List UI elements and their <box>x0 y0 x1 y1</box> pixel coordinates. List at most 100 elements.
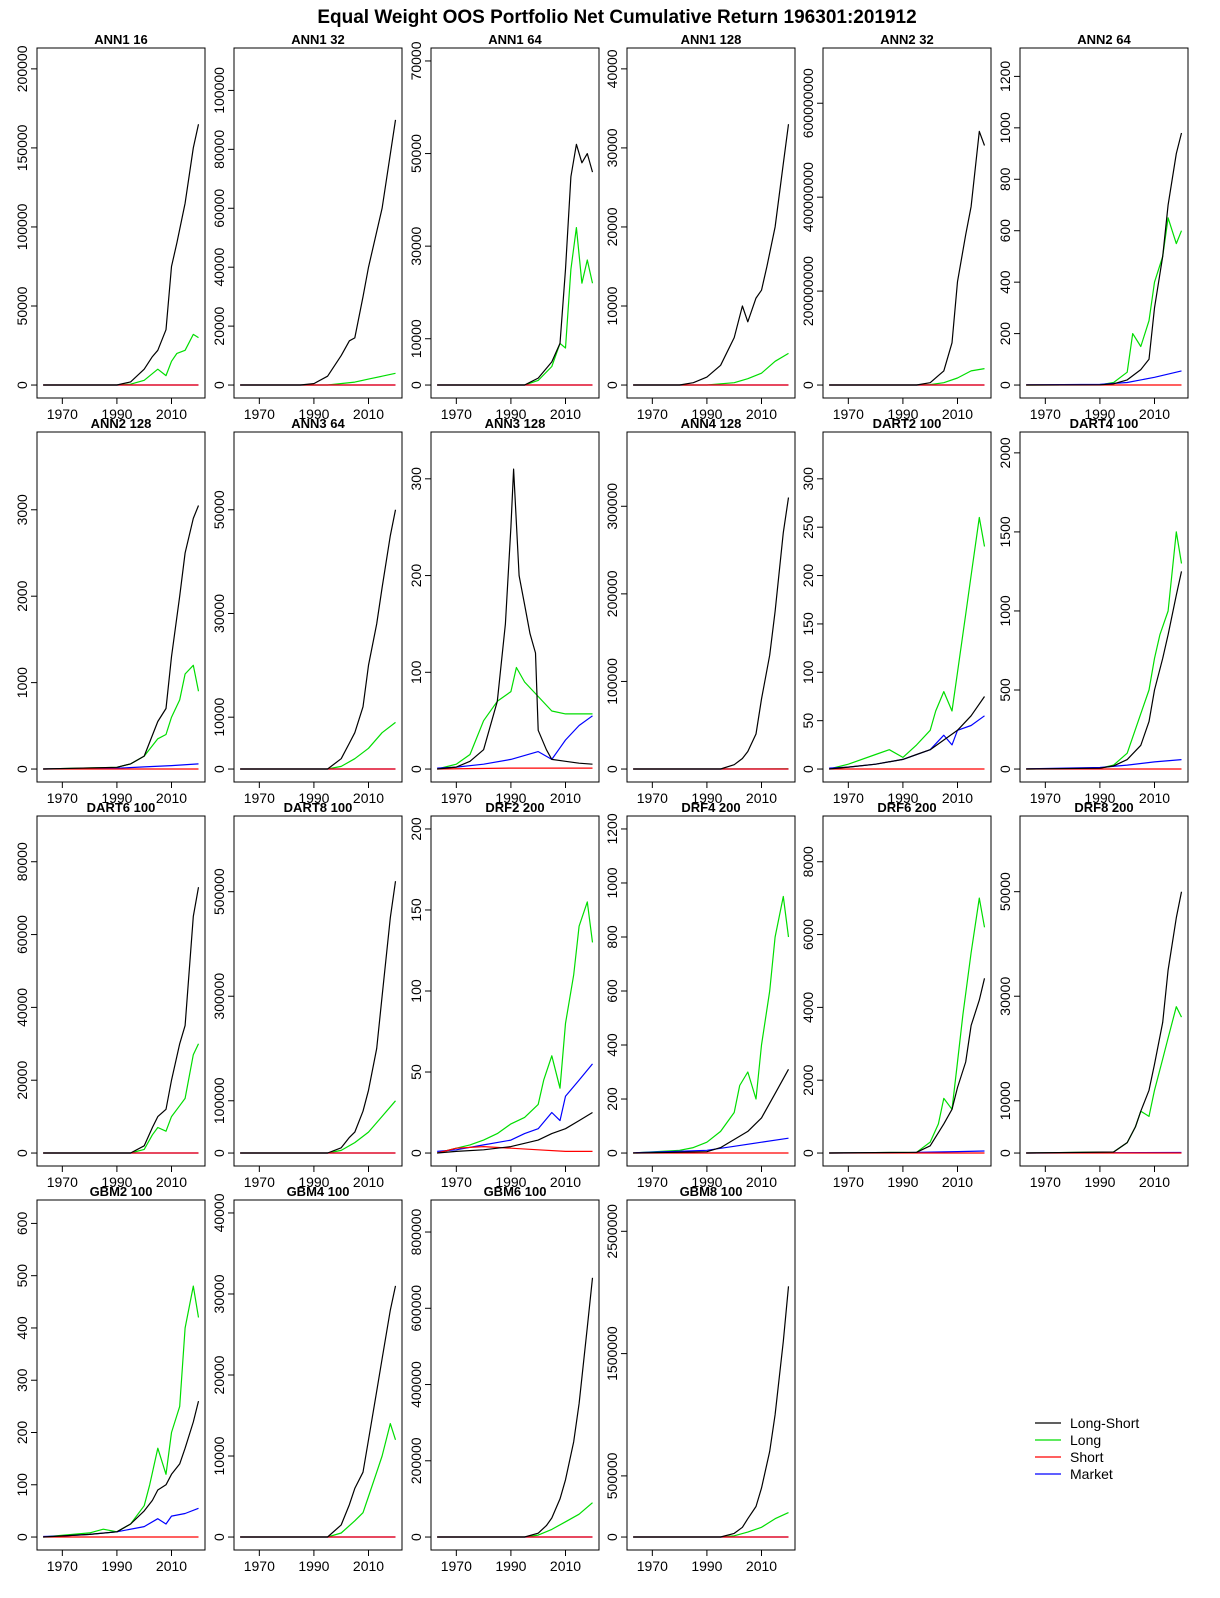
x-tick-label: 1970 <box>637 406 668 422</box>
y-tick-label: 1000 <box>604 867 620 898</box>
chart-panel-ann3-64: ANN3 64 1970 1990 2010 0 10000 30000 50000 <box>211 416 403 806</box>
series-line-long <box>43 1043 200 1154</box>
x-tick-label: 2010 <box>746 1558 777 1574</box>
y-tick-label: 500000 <box>604 1452 620 1499</box>
x-tick-label: 1970 <box>441 790 472 806</box>
y-tick-label: 0 <box>211 381 227 389</box>
y-tick-label: 300000 <box>604 483 620 530</box>
y-tick-label: 0 <box>604 765 620 773</box>
series-line-long-short <box>1026 132 1183 386</box>
y-tick-label: 300000 <box>211 973 227 1020</box>
y-tick-label: 250 <box>800 515 816 539</box>
plot-frame <box>430 815 600 1167</box>
y-tick-label: 0 <box>408 765 424 773</box>
x-tick-label: 1970 <box>637 790 668 806</box>
y-tick-label: 30000 <box>211 1274 227 1313</box>
panel-title-dart8-100: DART8 100 <box>284 800 353 815</box>
y-tick-label: 100000 <box>211 67 227 114</box>
x-tick-label: 1990 <box>298 406 329 422</box>
series-line-long <box>437 227 594 386</box>
y-tick-label: 10000 <box>408 319 424 358</box>
series-line-long-short <box>240 881 397 1154</box>
series-line-long-short <box>1026 891 1183 1154</box>
panel-title-ann1-64: ANN1 64 <box>488 32 542 47</box>
x-tick-label: 2010 <box>550 406 581 422</box>
y-tick-label: 0 <box>997 381 1013 389</box>
chart-panel-ann4-128: ANN4 128 1970 1990 2010 0 100000 200000 300000 <box>604 416 796 806</box>
series-group <box>240 509 397 770</box>
y-tick-label: 20000 <box>211 306 227 345</box>
series-line-long <box>633 895 790 1154</box>
x-tick-label: 1990 <box>495 406 526 422</box>
panel-title-ann4-128: ANN4 128 <box>681 416 742 431</box>
series-line-long <box>633 1512 789 1538</box>
panel-title-drf6-200: DRF6 200 <box>877 800 936 815</box>
x-tick-label: 1990 <box>887 1174 918 1190</box>
panel-title-ann2-32: ANN2 32 <box>880 32 933 47</box>
y-tick-label: 0 <box>14 381 30 389</box>
y-tick-label: 150 <box>800 612 816 636</box>
x-tick-label: 2010 <box>1139 406 1170 422</box>
series-line-long-short <box>43 124 200 386</box>
y-tick-label: 150000 <box>14 124 30 171</box>
series-line-long-short <box>829 696 985 770</box>
x-tick-label: 2010 <box>746 1174 777 1190</box>
x-tick-label: 1990 <box>887 406 918 422</box>
y-tick-label: 100 <box>408 660 424 684</box>
x-tick-label: 1970 <box>47 790 78 806</box>
series-line-long <box>43 664 200 770</box>
y-tick-label: 100000 <box>211 1077 227 1124</box>
chart-panel-dart2-100: DART2 100 1970 1990 2010 0 50 100 150 200 250 300 <box>800 416 992 806</box>
x-tick-label: 1970 <box>441 406 472 422</box>
x-tick-label: 1970 <box>833 1174 864 1190</box>
chart-panel-drf6-200: DRF6 200 1970 1990 2010 0 2000 4000 6000 8000 <box>800 800 992 1190</box>
legend-label-short: Short <box>1070 1449 1104 1465</box>
series-group <box>43 505 200 770</box>
plot-frame <box>430 431 600 783</box>
y-tick-label: 30000 <box>997 977 1013 1016</box>
series-line-short <box>437 767 593 770</box>
chart-panel-ann2-64: ANN2 64 1970 1990 2010 0 200 400 600 800 1000 1200 <box>997 32 1189 422</box>
x-tick-label: 2010 <box>746 406 777 422</box>
panel-title-drf2-200: DRF2 200 <box>485 800 544 815</box>
series-line-market <box>437 1063 593 1152</box>
series-group <box>43 124 200 386</box>
x-tick-label: 2010 <box>942 1174 973 1190</box>
y-tick-label: 800 <box>997 167 1013 191</box>
x-tick-label: 1970 <box>1030 406 1061 422</box>
x-tick-label: 1990 <box>691 406 722 422</box>
y-tick-label: 200000000 <box>800 256 816 326</box>
legend-item-long: Long <box>1035 1432 1101 1448</box>
series-line-long-short <box>829 978 986 1154</box>
y-tick-label: 400 <box>604 1033 620 1057</box>
y-tick-label: 100 <box>14 1473 30 1497</box>
series-group <box>1026 891 1183 1154</box>
x-tick-label: 2010 <box>550 1174 581 1190</box>
y-tick-label: 1500000 <box>604 1326 620 1381</box>
y-tick-label: 10000 <box>604 286 620 325</box>
panel-title-dart6-100: DART6 100 <box>87 800 156 815</box>
y-tick-label: 200000 <box>14 45 30 92</box>
panel-title-ann3-128: ANN3 128 <box>485 416 546 431</box>
y-tick-label: 400000000 <box>800 162 816 232</box>
y-tick-label: 50000 <box>14 286 30 325</box>
series-line-long-short <box>633 1286 790 1538</box>
y-tick-label: 600 <box>604 979 620 1003</box>
x-tick-label: 1970 <box>441 1558 472 1574</box>
y-tick-label: 0 <box>14 1533 30 1541</box>
y-tick-label: 50 <box>408 1064 424 1080</box>
x-tick-label: 2010 <box>353 1174 384 1190</box>
y-tick-label: 600000 <box>408 1285 424 1332</box>
y-tick-label: 0 <box>997 1149 1013 1157</box>
y-tick-label: 0 <box>408 381 424 389</box>
series-line-long <box>1026 531 1183 770</box>
series-group <box>829 897 986 1154</box>
panel-title-ann3-64: ANN3 64 <box>291 416 345 431</box>
series-group <box>240 1285 397 1538</box>
y-tick-label: 100000 <box>604 658 620 705</box>
panel-title-dart2-100: DART2 100 <box>873 416 942 431</box>
chart-panel-gbm8-100: GBM8 100 1970 1990 2010 0 500000 1500000 250000… <box>604 1184 796 1574</box>
y-tick-label: 200 <box>408 817 424 841</box>
y-tick-label: 600000000 <box>800 68 816 138</box>
